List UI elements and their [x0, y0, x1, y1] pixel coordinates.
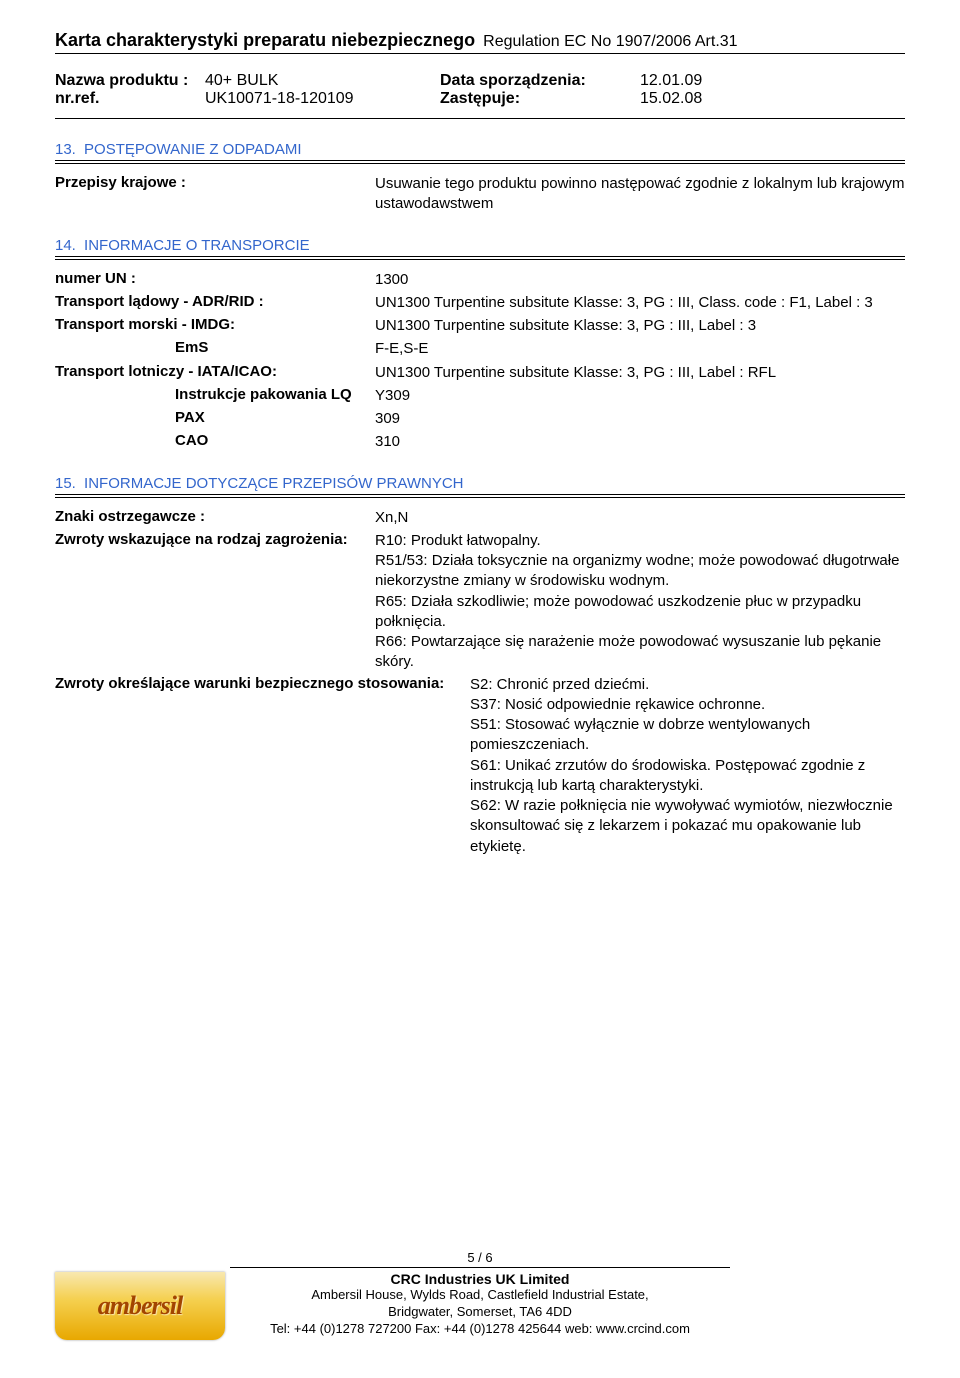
section13-divider — [55, 160, 905, 164]
un-number-value: 1300 — [375, 270, 905, 290]
lq-label: Instrukcje pakowania LQ — [55, 386, 375, 406]
lq-value: Y309 — [375, 386, 905, 406]
section14-divider — [55, 256, 905, 260]
risk-phrases-label: Zwroty wskazujące na rodzaj zagrożenia: — [55, 531, 375, 673]
risk-r51: R51/53: Działa toksycznie na organizmy w… — [375, 551, 905, 592]
national-regs-label: Przepisy krajowe : — [55, 174, 375, 215]
title-divider — [55, 53, 905, 54]
company-addr2: Bridgwater, Somerset, TA6 4DD — [0, 1304, 960, 1321]
hazard-symbol-value: Xn,N — [375, 508, 905, 528]
risk-r66: R66: Powtarzające się narażenie może pow… — [375, 632, 905, 673]
date-label: Data sporządzenia: — [440, 72, 640, 90]
cao-value: 310 — [375, 432, 905, 452]
company-addr1: Ambersil House, Wylds Road, Castlefield … — [0, 1287, 960, 1304]
ref-value: UK10071-18-120109 — [205, 90, 440, 108]
risk-r65: R65: Działa szkodliwie; może powodować u… — [375, 592, 905, 633]
replaces-value: 15.02.08 — [640, 90, 790, 108]
cao-label: CAO — [55, 432, 375, 452]
page-number: 5 / 6 — [0, 1250, 960, 1265]
product-divider — [55, 118, 905, 119]
section14-num: 14. — [55, 237, 76, 254]
section15-header: 15. INFORMACJE DOTYCZĄCE PRZEPISÓW PRAWN… — [55, 475, 905, 492]
pax-value: 309 — [375, 409, 905, 429]
imdg-label: Transport morski - IMDG: — [55, 316, 375, 336]
hazard-symbol-label: Znaki ostrzegawcze : — [55, 508, 375, 528]
section14-title: INFORMACJE O TRANSPORCIE — [84, 237, 310, 254]
safety-phrases-value: S2: Chronić przed dziećmi. S37: Nosić od… — [470, 675, 905, 857]
regulation-text: Regulation EC No 1907/2006 Art.31 — [483, 33, 737, 51]
safety-s62: S62: W razie połknięcia nie wywoływać wy… — [470, 796, 905, 857]
national-regs-value: Usuwanie tego produktu powinno następowa… — [375, 174, 905, 215]
doc-title: Karta charakterystyki preparatu niebezpi… — [55, 30, 475, 51]
ems-label: EmS — [55, 339, 375, 359]
iata-label: Transport lotniczy - IATA/ICAO: — [55, 363, 375, 383]
section13-title: POSTĘPOWANIE Z ODPADAMI — [84, 141, 302, 158]
section15-num: 15. — [55, 475, 76, 492]
company-name: CRC Industries UK Limited — [0, 1271, 960, 1287]
safety-s61: S61: Unikać zrzutów do środowiska. Postę… — [470, 756, 905, 797]
ref-label: nr.ref. — [55, 90, 205, 108]
adr-label: Transport lądowy - ADR/RID : — [55, 293, 375, 313]
pax-label: PAX — [55, 409, 375, 429]
safety-s37: S37: Nosić odpowiednie rękawice ochronne… — [470, 695, 905, 715]
safety-s2: S2: Chronić przed dziećmi. — [470, 675, 905, 695]
ems-value: F-E,S-E — [375, 339, 905, 359]
adr-value: UN1300 Turpentine subsitute Klasse: 3, P… — [375, 293, 905, 313]
section14-header: 14. INFORMACJE O TRANSPORCIE — [55, 237, 905, 254]
iata-value: UN1300 Turpentine subsitute Klasse: 3, P… — [375, 363, 905, 383]
section13-header: 13. POSTĘPOWANIE Z ODPADAMI — [55, 141, 905, 158]
un-number-label: numer UN : — [55, 270, 375, 290]
footer-divider — [230, 1267, 730, 1268]
section13-num: 13. — [55, 141, 76, 158]
product-name-value: 40+ BULK — [205, 72, 440, 90]
risk-r10: R10: Produkt łatwopalny. — [375, 531, 905, 551]
replaces-label: Zastępuje: — [440, 90, 640, 108]
safety-s51: S51: Stosować wyłącznie w dobrze wentylo… — [470, 715, 905, 756]
section15-title: INFORMACJE DOTYCZĄCE PRZEPISÓW PRAWNYCH — [84, 475, 463, 492]
company-contact: Tel: +44 (0)1278 727200 Fax: +44 (0)1278… — [0, 1321, 960, 1338]
product-name-label: Nazwa produktu : — [55, 72, 205, 90]
date-value: 12.01.09 — [640, 72, 790, 90]
imdg-value: UN1300 Turpentine subsitute Klasse: 3, P… — [375, 316, 905, 336]
page-footer: 5 / 6 CRC Industries UK Limited Ambersil… — [0, 1250, 960, 1338]
risk-phrases-value: R10: Produkt łatwopalny. R51/53: Działa … — [375, 531, 905, 673]
section15-divider — [55, 494, 905, 498]
safety-phrases-label: Zwroty określające warunki bezpiecznego … — [55, 675, 470, 857]
